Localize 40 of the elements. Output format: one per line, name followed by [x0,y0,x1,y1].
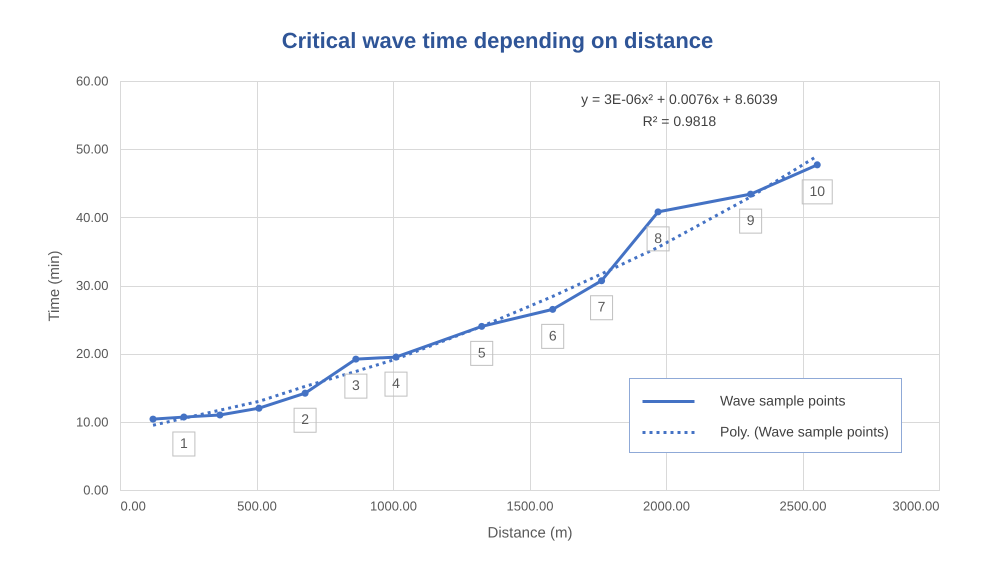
y-tick-label: 60.00 [76,74,108,88]
annotation: R² = 0.9818 [642,113,716,129]
x-tick-label: 1500.00 [506,498,554,514]
point [149,416,157,423]
annotation: 5 [478,344,486,360]
annotation: 6 [548,327,557,344]
annotation: 3 [352,377,360,394]
legend-label: Poly. (Wave sample points) [720,424,889,440]
y-tick-label: 30.00 [76,278,108,293]
x-tick-label: 2000.00 [643,498,690,514]
y-tick-label: 20.00 [76,346,108,362]
point [216,411,224,419]
chart-title: Critical wave time depending on distance [282,28,714,53]
point [654,208,662,216]
x-axis-title: Distance (m) [487,524,573,542]
point [814,161,821,168]
annotation: 2 [301,411,310,428]
point [302,390,309,397]
annotation: 9 [746,212,755,228]
x-tick-label: 500.00 [237,498,277,514]
point [255,404,262,412]
x-tick-label: 0.00 [120,498,146,514]
point [598,277,606,284]
y-axis-title: Time (min) [46,250,63,322]
annotation: 10 [809,182,826,199]
annotation: 4 [392,375,400,392]
y-tick-label: 40.00 [76,210,108,225]
point [549,306,556,313]
y-tick-label: 0.00 [83,482,108,498]
point [352,356,360,363]
annotation: 8 [654,230,662,246]
y-tick-label: 10.00 [76,414,108,430]
annotation: 1 [180,435,188,452]
annotation: 7 [598,298,606,315]
y-tick-label: 50.00 [76,142,108,157]
x-tick-label: 3000.00 [892,498,940,514]
annotation: y = 3E-06x² + 0.0076x + 8.6039 [581,91,778,107]
x-tick-label: 2500.00 [780,498,826,514]
x-tick-label: 1000.00 [370,498,417,514]
legend-label: Wave sample points [720,392,846,408]
